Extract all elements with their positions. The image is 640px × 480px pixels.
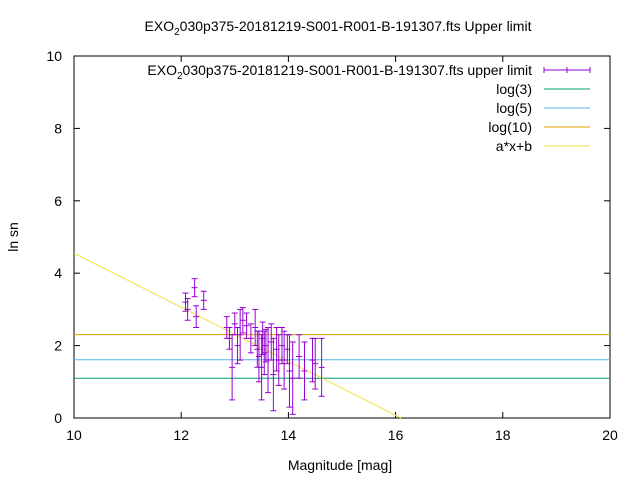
chart-title: EXO2030p375-20181219-S001-R001-B-191307.… [145,18,532,38]
legend-label: a*x+b [496,138,532,154]
x-tick-label: 18 [495,427,511,443]
y-axis-label: ln sn [5,222,21,252]
data-point [301,341,308,401]
data-point [309,337,316,383]
y-tick-label: 10 [46,48,62,64]
data-point [312,337,319,390]
data-point [318,337,325,397]
x-tick-label: 16 [388,427,404,443]
data-point [281,330,288,390]
x-tick-label: 14 [281,427,297,443]
y-tick-label: 0 [54,410,62,426]
y-tick-label: 2 [54,338,62,354]
legend-label: log(3) [496,81,532,97]
legend-swatch [543,67,591,73]
data-point [193,305,200,328]
data-point [234,327,241,365]
y-tick-label: 4 [54,265,62,281]
y-tick-label: 6 [54,193,62,209]
axes: 10 12 14 16 18 20 0 2 4 6 8 10 [46,48,618,443]
data-point [258,334,265,401]
data-point [226,327,233,350]
plot-frame [73,55,611,419]
data-point [184,298,191,321]
x-axis-label: Magnitude [mag] [288,457,392,473]
data-point [296,334,303,379]
data-point [229,334,236,401]
x-tick-label: 20 [602,427,618,443]
x-tick-label: 12 [173,427,189,443]
data-point [255,330,262,383]
data-point [289,341,296,415]
data-point [239,307,246,334]
legend: EXO2030p375-20181219-S001-R001-B-191307.… [147,62,591,154]
data-point [270,337,277,412]
data-point [200,290,207,310]
data-point [286,334,293,408]
legend-label: EXO2030p375-20181219-S001-R001-B-191307.… [147,62,532,82]
legend-label: log(5) [496,100,532,116]
data-point [247,323,254,354]
data-point [275,334,282,386]
data-point [191,278,198,298]
series-layer [73,252,610,419]
data-point [231,312,238,336]
data-point [237,308,244,361]
y-tick-label: 8 [54,120,62,136]
x-tick-label: 10 [66,427,82,443]
legend-label: log(10) [488,119,532,135]
